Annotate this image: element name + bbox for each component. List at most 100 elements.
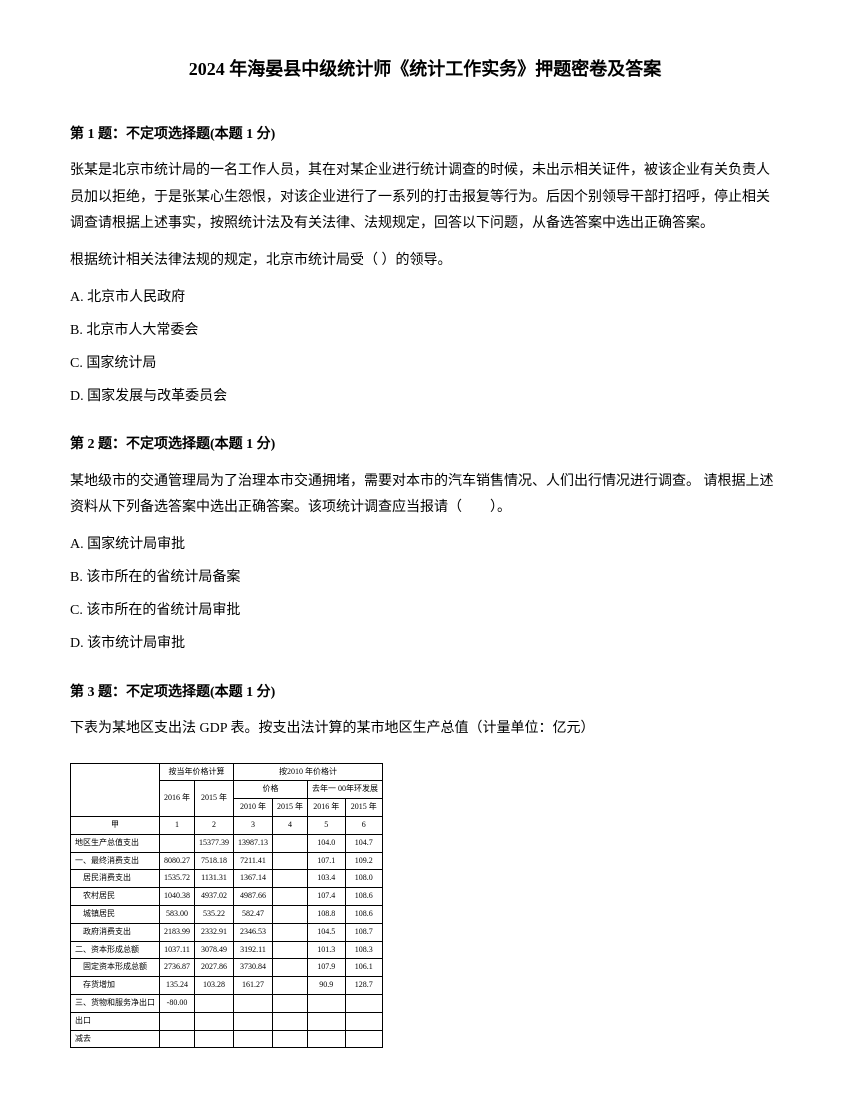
table-cell: 107.9 (308, 959, 346, 977)
table-cell: 3078.49 (195, 941, 234, 959)
table-cell: 出口 (71, 1012, 160, 1030)
table-cell (273, 906, 308, 924)
table-cell: 2 (195, 817, 234, 835)
table-cell (195, 1012, 234, 1030)
table-cell: 1040.38 (160, 888, 195, 906)
q2-option-d: D. 该市统计局审批 (70, 631, 780, 656)
table-cell: 2015 年 (273, 799, 308, 817)
table-cell: 104.7 (345, 834, 383, 852)
table-cell (345, 994, 383, 1012)
table-cell: 1367.14 (234, 870, 273, 888)
table-cell: 2332.91 (195, 923, 234, 941)
table-cell: 4987.66 (234, 888, 273, 906)
table-cell (273, 888, 308, 906)
q1-option-b: B. 北京市人大常委会 (70, 318, 780, 343)
q2-option-b: B. 该市所在的省统计局备案 (70, 565, 780, 590)
table-row: 政府消费支出2183.992332.912346.53104.5108.7 (71, 923, 383, 941)
table-cell: 1535.72 (160, 870, 195, 888)
q1-option-c: C. 国家统计局 (70, 351, 780, 376)
table-row: 农村居民1040.384937.024987.66107.4108.6 (71, 888, 383, 906)
table-cell: 价格 (234, 781, 308, 799)
table-cell: 三、货物和服务净出口 (71, 994, 160, 1012)
table-cell: 4937.02 (195, 888, 234, 906)
table-row: 减去 (71, 1030, 383, 1048)
table-cell (273, 941, 308, 959)
table-cell (273, 1012, 308, 1030)
table-row: 一、最终消费支出8080.277518.187211.41107.1109.2 (71, 852, 383, 870)
table-cell: 5 (308, 817, 346, 835)
table-cell: 固定资本形成总额 (71, 959, 160, 977)
q1-body1: 张某是北京市统计局的一名工作人员，其在对某企业进行统计调查的时候，未出示相关证件… (70, 158, 780, 238)
table-row: 出口 (71, 1012, 383, 1030)
table-cell: 582.47 (234, 906, 273, 924)
table-cell (345, 1012, 383, 1030)
table-cell: 101.3 (308, 941, 346, 959)
table-cell: 3192.11 (234, 941, 273, 959)
table-cell (273, 977, 308, 995)
table-cell (308, 1012, 346, 1030)
table-cell (273, 834, 308, 852)
table-cell (234, 994, 273, 1012)
table-cell: 15377.39 (195, 834, 234, 852)
table-cell: 地区生产总值支出 (71, 834, 160, 852)
table-row: 存货增加135.24103.28161.2790.9128.7 (71, 977, 383, 995)
table-cell (345, 1030, 383, 1048)
table-row: 居民消费支出1535.721131.311367.14103.4108.0 (71, 870, 383, 888)
table-cell: 2736.87 (160, 959, 195, 977)
table-cell: 3730.84 (234, 959, 273, 977)
table-cell (195, 994, 234, 1012)
table-cell: 按当年价格计算 (160, 763, 234, 781)
table-cell: 106.1 (345, 959, 383, 977)
gdp-table: 按当年价格计算 按2010 年价格计 2016 年 2015 年 价格 去年一 … (70, 763, 383, 1049)
table-cell: 2015 年 (195, 781, 234, 817)
table-cell: 6 (345, 817, 383, 835)
table-cell: 104.0 (308, 834, 346, 852)
table-cell: 减去 (71, 1030, 160, 1048)
table-cell (160, 834, 195, 852)
q3-body: 下表为某地区支出法 GDP 表。按支出法计算的某市地区生产总值（计量单位：亿元） (70, 716, 780, 743)
table-cell: 161.27 (234, 977, 273, 995)
table-cell: 107.1 (308, 852, 346, 870)
table-cell: 103.28 (195, 977, 234, 995)
table-cell: 108.6 (345, 906, 383, 924)
table-cell: 去年一 00年环发展 (308, 781, 383, 799)
table-cell: 1 (160, 817, 195, 835)
table-cell: 城镇居民 (71, 906, 160, 924)
table-cell: 二、资本形成总额 (71, 941, 160, 959)
table-row: 固定资本形成总额2736.872027.863730.84 107.9106.1 (71, 959, 383, 977)
table-row: 三、货物和服务净出口-80.00 (71, 994, 383, 1012)
table-cell (308, 1030, 346, 1048)
q1-header: 第 1 题：不定项选择题(本题 1 分) (70, 124, 780, 146)
table-cell: 2183.99 (160, 923, 195, 941)
table-cell: 104.5 (308, 923, 346, 941)
table-cell (160, 1030, 195, 1048)
table-cell: 1037.11 (160, 941, 195, 959)
table-cell: 2015 年 (345, 799, 383, 817)
table-cell: 2016 年 (308, 799, 346, 817)
table-cell (160, 1012, 195, 1030)
table-row: 地区生产总值支出15377.3913987.13104.0104.7 (71, 834, 383, 852)
table-cell: 128.7 (345, 977, 383, 995)
table-cell: 90.9 (308, 977, 346, 995)
q1-option-a: A. 北京市人民政府 (70, 285, 780, 310)
table-cell: 农村居民 (71, 888, 160, 906)
table-cell (273, 923, 308, 941)
q2-option-a: A. 国家统计局审批 (70, 532, 780, 557)
table-cell (195, 1030, 234, 1048)
table-cell: 103.4 (308, 870, 346, 888)
table-cell: 2346.53 (234, 923, 273, 941)
table-cell: 2016 年 (160, 781, 195, 817)
table-cell: 1131.31 (195, 870, 234, 888)
table-cell: 8080.27 (160, 852, 195, 870)
table-cell: 一、最终消费支出 (71, 852, 160, 870)
table-cell: 按2010 年价格计 (234, 763, 383, 781)
table-cell: 4 (273, 817, 308, 835)
table-cell: 108.3 (345, 941, 383, 959)
table-cell: 108.6 (345, 888, 383, 906)
table-cell (234, 1012, 273, 1030)
table-cell (273, 1030, 308, 1048)
table-cell: 2027.86 (195, 959, 234, 977)
table-cell (273, 852, 308, 870)
table-cell: 108.7 (345, 923, 383, 941)
table-header-row: 甲 1 2 3 4 5 6 (71, 817, 383, 835)
